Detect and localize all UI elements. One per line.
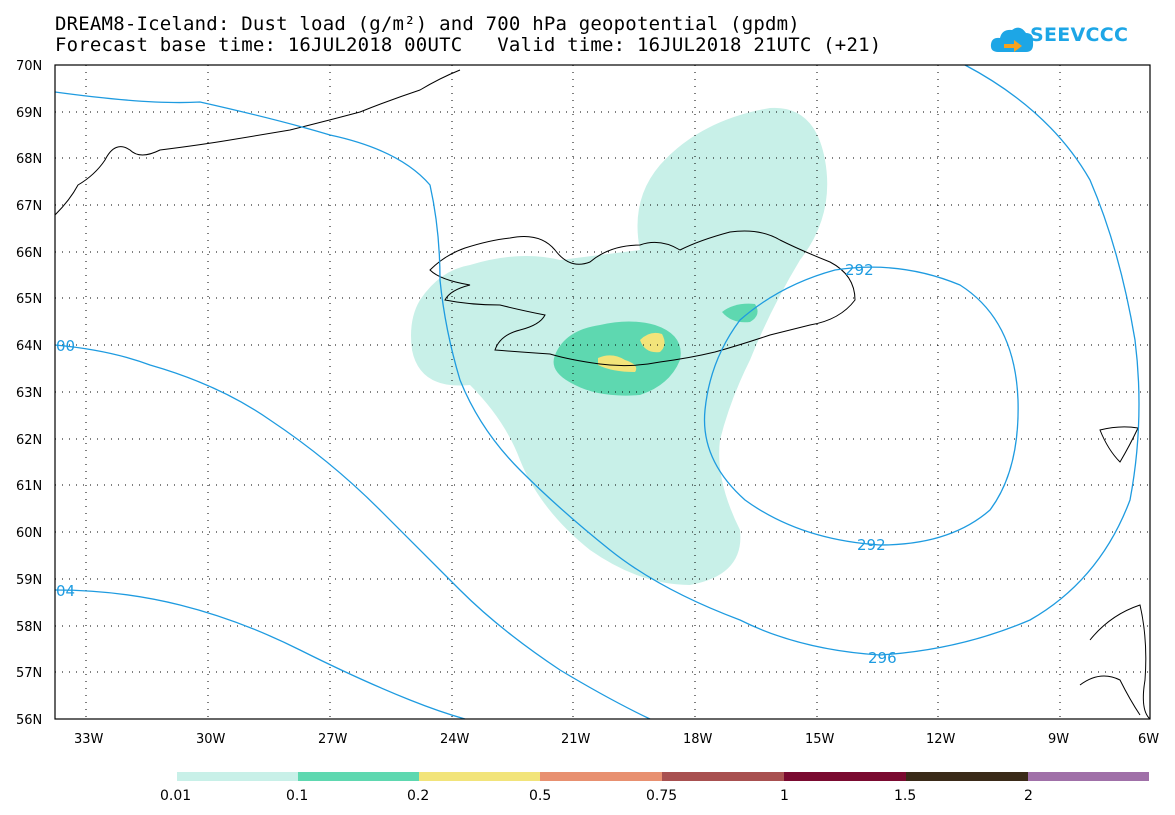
lat-label: 62N <box>16 433 42 448</box>
graticule <box>55 65 1150 719</box>
latitude-labels: 70N 69N 68N 67N 66N 65N 64N 63N 62N 61N … <box>16 59 42 728</box>
seevccc-logo <box>990 27 1034 52</box>
geopotential-contours <box>54 64 1140 720</box>
lon-label: 9W <box>1048 732 1069 747</box>
longitude-labels: 33W 30W 27W 24W 21W 18W 15W 12W 9W 6W <box>74 732 1159 747</box>
lon-label: 15W <box>805 732 835 747</box>
lat-label: 56N <box>16 713 42 728</box>
lat-label: 57N <box>16 666 42 681</box>
colorbar-swatch-3 <box>540 772 662 781</box>
greenland-coast <box>54 69 461 216</box>
lon-label: 21W <box>561 732 591 747</box>
cloud-arrow-icon <box>990 27 1034 52</box>
colorbar-label: 0.01 <box>160 788 191 804</box>
lon-label: 33W <box>74 732 104 747</box>
map-frame <box>54 64 1151 720</box>
lat-label: 61N <box>16 479 42 494</box>
dust-load-shading <box>411 107 828 586</box>
lon-label: 12W <box>926 732 956 747</box>
lat-label: 63N <box>16 386 42 401</box>
colorbar-swatch-4 <box>662 772 784 781</box>
lat-label: 64N <box>16 339 42 354</box>
colorbar-swatch-6 <box>906 772 1028 781</box>
colorbar-label: 0.5 <box>529 788 551 804</box>
lat-label: 59N <box>16 573 42 588</box>
dust-level-0.2-b <box>598 355 637 372</box>
colorbar: 0.01 0.1 0.2 0.5 0.75 1 1.5 2 <box>160 772 1149 804</box>
lon-label: 6W <box>1138 732 1159 747</box>
lat-label: 70N <box>16 59 42 74</box>
coastline <box>54 69 1151 720</box>
colorbar-swatch-2 <box>419 772 540 781</box>
colorbar-label: 0.75 <box>646 788 677 804</box>
iceland-coast <box>429 230 856 367</box>
lon-label: 24W <box>440 732 470 747</box>
lat-label: 58N <box>16 620 42 635</box>
lat-label: 66N <box>16 246 42 261</box>
colorbar-swatch-0 <box>177 772 298 781</box>
contour-label-292a: 292 <box>845 261 874 279</box>
lon-label: 30W <box>196 732 226 747</box>
colorbar-label: 0.1 <box>286 788 308 804</box>
lat-label: 68N <box>16 152 42 167</box>
contour-label-300: 00 <box>56 337 75 355</box>
colorbar-swatch-7 <box>1028 772 1149 781</box>
contour-label-304: 04 <box>56 582 75 600</box>
seevccc-logo-text: SEEVCCC <box>1030 24 1129 46</box>
map-title-line2: Forecast base time: 16JUL2018 00UTC Vali… <box>55 34 882 56</box>
lat-label: 67N <box>16 199 42 214</box>
lon-label: 27W <box>318 732 348 747</box>
contour-300 <box>54 344 651 720</box>
colorbar-label: 0.2 <box>407 788 429 804</box>
lon-label: 18W <box>683 732 713 747</box>
dust-level-0.1-b <box>722 303 758 323</box>
lat-label: 65N <box>16 292 42 307</box>
colorbar-swatch-5 <box>784 772 906 781</box>
faroes-coast <box>1099 426 1139 463</box>
lat-label: 69N <box>16 106 42 121</box>
colorbar-label: 1.5 <box>894 788 916 804</box>
lat-label: 60N <box>16 526 42 541</box>
contour-label-296: 296 <box>868 649 897 667</box>
colorbar-swatch-1 <box>298 772 419 781</box>
contour-292-northwest <box>54 64 1140 656</box>
colorbar-label: 1 <box>780 788 789 804</box>
colorbar-label: 2 <box>1024 788 1033 804</box>
scotland-coast <box>1079 604 1151 720</box>
dust-level-0.2 <box>640 332 665 353</box>
contour-label-292b: 292 <box>857 536 886 554</box>
map-title-line1: DREAM8-Iceland: Dust load (g/m²) and 700… <box>55 13 800 35</box>
contour-304 <box>54 589 466 720</box>
contour-292-closed <box>703 266 1019 546</box>
